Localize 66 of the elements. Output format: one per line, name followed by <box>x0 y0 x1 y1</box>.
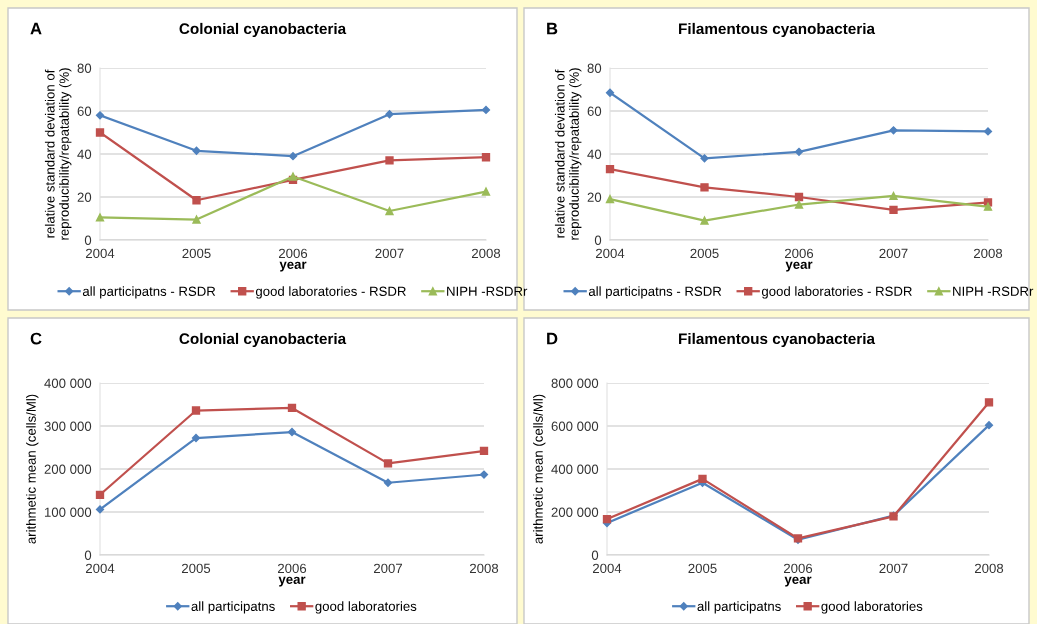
x-tick-label: 2004 <box>85 563 115 574</box>
y-tick-label: 100 000 <box>44 507 92 517</box>
y-tick-label: 800 000 <box>551 378 599 388</box>
y-tick-label: 0 <box>591 550 599 560</box>
x-tick-label: 2008 <box>974 563 1004 574</box>
x-axis-title: year <box>278 576 306 587</box>
y-tick-label: 40 <box>587 149 602 159</box>
y-axis-title: relative standard deviation of reproducibility/repatability (%) <box>44 68 72 240</box>
x-axis-title: year <box>784 576 812 587</box>
y-axis-title: arithmetic mean (cells/Ml) <box>533 394 546 544</box>
x-tick-label: 2007 <box>375 248 404 259</box>
x-tick-label: 2007 <box>879 248 908 259</box>
x-axis-title: year <box>279 261 307 272</box>
x-tick-label: 2007 <box>373 563 403 574</box>
legend-label: NIPH -RSDRr <box>447 286 528 296</box>
x-tick-label: 2008 <box>973 248 1003 259</box>
y-tick-label: 40 <box>77 149 92 159</box>
x-tick-label: 2008 <box>471 248 501 259</box>
x-tick-label: 2005 <box>181 563 211 574</box>
x-tick-label: 2008 <box>469 563 499 574</box>
x-tick-label: 2006 <box>278 248 308 259</box>
y-tick-label: 60 <box>77 106 92 116</box>
chart-title: Filamentous cyanobacteria <box>679 332 876 348</box>
legend-label: good laboratories - RSDR <box>761 286 912 299</box>
y-tick-label: 600 000 <box>551 421 599 431</box>
y-axis-title: relative standard deviation of reproducibility/repatability (%) <box>554 68 582 240</box>
legend-label: good laboratories <box>315 601 417 614</box>
y-axis-title: arithmetic mean (cells/Ml) <box>26 394 39 544</box>
legend-label: good laboratories - RSDR <box>255 286 406 299</box>
chart-title: Filamentous cyanobacteria <box>679 22 876 38</box>
chart-title: Colonial cyanobacteria <box>179 332 347 348</box>
y-tick-label: 20 <box>587 192 602 202</box>
y-tick-label: 80 <box>587 63 602 73</box>
text: B <box>547 22 558 35</box>
x-tick-label: 2005 <box>690 248 719 259</box>
x-tick-label: 2005 <box>182 248 211 259</box>
y-tick-label: 200 000 <box>44 464 92 474</box>
text: D <box>547 332 558 345</box>
y-tick-label: 400 000 <box>551 464 599 474</box>
text: A <box>30 22 42 35</box>
y-tick-label: 80 <box>77 63 92 73</box>
legend-label: good laboratories <box>821 601 923 614</box>
x-tick-label: 2004 <box>592 563 622 574</box>
x-tick-label: 2006 <box>277 563 307 574</box>
text: C <box>30 332 42 345</box>
chart-title: Colonial cyanobacteria <box>179 22 347 38</box>
x-tick-label: 2007 <box>879 563 908 574</box>
legend-label: NIPH -RSDRr <box>953 286 1034 296</box>
x-axis-title: year <box>785 261 813 272</box>
x-tick-label: 2005 <box>688 563 717 574</box>
y-tick-label: 0 <box>84 235 92 245</box>
y-tick-label: 0 <box>594 235 602 245</box>
y-tick-label: 200 000 <box>551 507 599 517</box>
y-tick-label: 20 <box>77 192 92 202</box>
legend-label: all participatns - RSDR <box>82 286 216 299</box>
x-tick-label: 2004 <box>595 248 625 259</box>
legend-label: all participatns <box>191 601 275 614</box>
y-tick-label: 0 <box>84 550 92 560</box>
legend-label: all participatns <box>697 601 781 614</box>
x-tick-label: 2006 <box>784 248 814 259</box>
legend-label: all participatns - RSDR <box>588 286 722 299</box>
y-tick-label: 300 000 <box>44 421 92 431</box>
x-tick-label: 2004 <box>85 248 115 259</box>
y-tick-label: 60 <box>587 106 602 116</box>
y-tick-label: 400 000 <box>44 378 92 388</box>
x-tick-label: 2006 <box>783 563 813 574</box>
